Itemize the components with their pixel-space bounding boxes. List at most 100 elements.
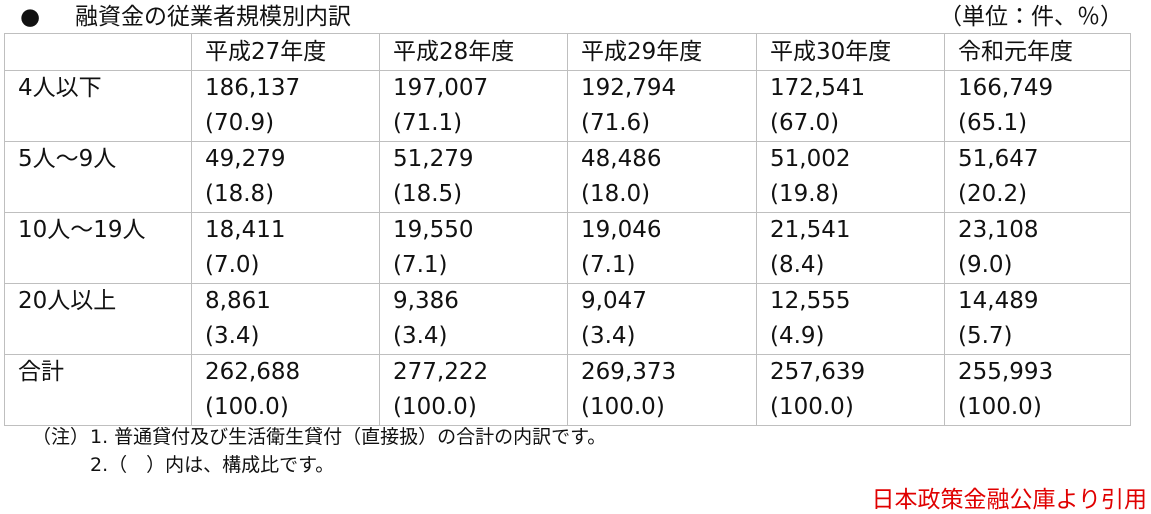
title: 融資金の従業者規模別内訳 <box>75 4 351 30</box>
cell: 51,279 (18.5) <box>379 141 568 213</box>
cell: 9,047 (3.4) <box>567 283 757 355</box>
share: (100.0) <box>393 394 477 420</box>
table-body: 4人以下 186,137 (70.9) 197,007 (71.1) 192,794 (71… <box>4 70 1131 426</box>
count: 9,047 <box>581 288 647 314</box>
cell: 262,688 (100.0) <box>191 354 380 426</box>
cell: 21,541 (8.4) <box>756 212 945 284</box>
row: 5人～9人 49,279 (18.8) 51,279 (18.5) 48,486 (18.0… <box>4 141 1131 213</box>
count: 8,861 <box>205 288 271 314</box>
share: (19.8) <box>770 181 840 207</box>
share: (67.0) <box>770 110 840 136</box>
count: 51,002 <box>770 146 851 172</box>
share: (7.0) <box>205 252 260 278</box>
share: (100.0) <box>958 394 1042 420</box>
count: 51,279 <box>393 146 474 172</box>
count: 51,647 <box>958 146 1039 172</box>
share: (18.0) <box>581 181 651 207</box>
count: 255,993 <box>958 359 1054 385</box>
row: 20人以上 8,861 (3.4) 9,386 (3.4) 9,047 (3.4) 12,55… <box>4 283 1131 355</box>
count: 257,639 <box>770 359 866 385</box>
share: (5.7) <box>958 323 1013 349</box>
count: 18,411 <box>205 217 286 243</box>
share: (3.4) <box>205 323 260 349</box>
cell: 19,550 (7.1) <box>379 212 568 284</box>
share: (70.9) <box>205 110 275 136</box>
bullet: ● <box>20 4 41 30</box>
count: 172,541 <box>770 75 866 101</box>
count: 269,373 <box>581 359 677 385</box>
share: (8.4) <box>770 252 825 278</box>
column-header: 平成29年度 <box>567 33 757 71</box>
cell: 14,489 (5.7) <box>944 283 1131 355</box>
share: (100.0) <box>770 394 854 420</box>
cell: 166,749 (65.1) <box>944 70 1131 142</box>
unit: （単位：件、％） <box>939 4 1123 30</box>
row: 10人～19人 18,411 (7.0) 19,550 (7.1) 19,046 (7.1)… <box>4 212 1131 284</box>
share: (71.6) <box>581 110 651 136</box>
note: 2.（ ）内は、構成比です。 <box>90 454 335 476</box>
cell: 197,007 (71.1) <box>379 70 568 142</box>
share: (3.4) <box>581 323 636 349</box>
count: 14,489 <box>958 288 1039 314</box>
cell: 9,386 (3.4) <box>379 283 568 355</box>
share: (18.5) <box>393 181 463 207</box>
row: 4人以下 186,137 (70.9) 197,007 (71.1) 192,794 (71… <box>4 70 1131 142</box>
column-header: 平成27年度 <box>191 33 380 71</box>
share: (18.8) <box>205 181 275 207</box>
count: 9,386 <box>393 288 459 314</box>
count: 19,046 <box>581 217 662 243</box>
count: 186,137 <box>205 75 301 101</box>
column-header: 平成28年度 <box>379 33 568 71</box>
row-label: 10人～19人 <box>4 212 192 284</box>
share: (100.0) <box>205 394 289 420</box>
share: (65.1) <box>958 110 1028 136</box>
cell: 18,411 (7.0) <box>191 212 380 284</box>
table: 平成27年度 平成28年度 平成29年度 平成30年度 令和元年度 4人以下 186,13… <box>4 33 1131 426</box>
cell: 257,639 (100.0) <box>756 354 945 426</box>
source: 日本政策金融公庫より引用 <box>871 487 1147 513</box>
row-label: 20人以上 <box>4 283 192 355</box>
note: 1. 普通貸付及び生活衛生貸付（直接扱）の合計の内訳です。 <box>90 426 607 448</box>
cell: 8,861 (3.4) <box>191 283 380 355</box>
column-header: 平成30年度 <box>756 33 945 71</box>
count: 23,108 <box>958 217 1039 243</box>
count: 192,794 <box>581 75 677 101</box>
corner-cell <box>4 33 192 71</box>
count: 12,555 <box>770 288 851 314</box>
header-row: 平成27年度 平成28年度 平成29年度 平成30年度 令和元年度 <box>4 33 1131 71</box>
cell: 19,046 (7.1) <box>567 212 757 284</box>
share: (3.4) <box>393 323 448 349</box>
count: 49,279 <box>205 146 286 172</box>
share: (7.1) <box>393 252 448 278</box>
cell: 51,002 (19.8) <box>756 141 945 213</box>
share: (4.9) <box>770 323 825 349</box>
share: (100.0) <box>581 394 665 420</box>
cell: 277,222 (100.0) <box>379 354 568 426</box>
count: 197,007 <box>393 75 489 101</box>
cell: 172,541 (67.0) <box>756 70 945 142</box>
notes-label: （注） <box>32 426 90 448</box>
column-header: 令和元年度 <box>944 33 1131 71</box>
share: (71.1) <box>393 110 463 136</box>
row-label: 4人以下 <box>4 70 192 142</box>
cell: 255,993 (100.0) <box>944 354 1131 426</box>
row: 合計 262,688 (100.0) 277,222 (100.0) 269,373 (10… <box>4 354 1131 426</box>
share: (7.1) <box>581 252 636 278</box>
count: 19,550 <box>393 217 474 243</box>
cell: 186,137 (70.9) <box>191 70 380 142</box>
row-label: 合計 <box>4 354 192 426</box>
count: 48,486 <box>581 146 662 172</box>
share: (9.0) <box>958 252 1013 278</box>
cell: 192,794 (71.6) <box>567 70 757 142</box>
cell: 23,108 (9.0) <box>944 212 1131 284</box>
share: (20.2) <box>958 181 1028 207</box>
cell: 49,279 (18.8) <box>191 141 380 213</box>
cell: 269,373 (100.0) <box>567 354 757 426</box>
count: 166,749 <box>958 75 1054 101</box>
cell: 48,486 (18.0) <box>567 141 757 213</box>
cell: 51,647 (20.2) <box>944 141 1131 213</box>
count: 277,222 <box>393 359 489 385</box>
cell: 12,555 (4.9) <box>756 283 945 355</box>
count: 21,541 <box>770 217 851 243</box>
